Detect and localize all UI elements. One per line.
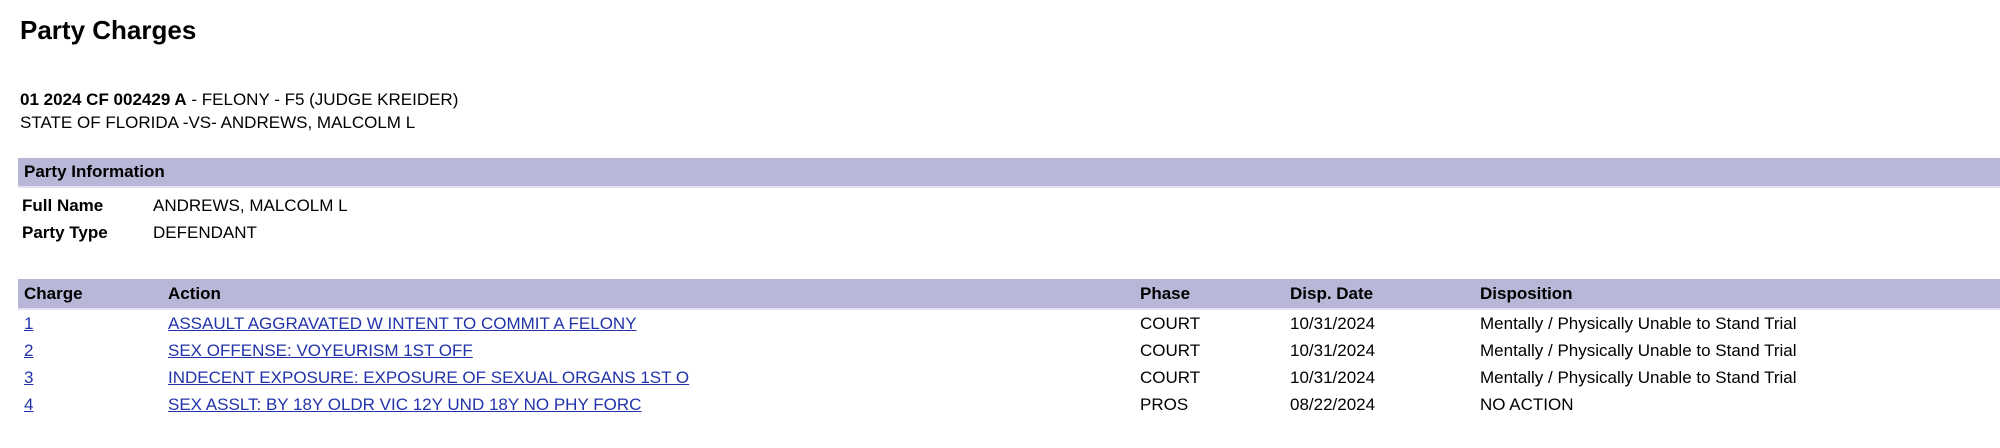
full-name-value: ANDREWS, MALCOLM L bbox=[153, 196, 348, 215]
column-header-charge: Charge bbox=[18, 279, 168, 310]
action-link[interactable]: INDECENT EXPOSURE: EXPOSURE OF SEXUAL OR… bbox=[168, 368, 690, 387]
action-cell: SEX OFFENSE: VOYEURISM 1ST OFF bbox=[168, 337, 1140, 364]
charge-number-link[interactable]: 1 bbox=[24, 314, 34, 333]
action-cell: SEX ASSLT: BY 18Y OLDR VIC 12Y UND 18Y N… bbox=[168, 391, 1140, 418]
party-type-value: DEFENDANT bbox=[153, 223, 257, 242]
phase-cell: COURT bbox=[1140, 314, 1201, 333]
action-link[interactable]: ASSAULT AGGRAVATED W INTENT TO COMMIT A … bbox=[168, 314, 637, 333]
charges-table-header-row: Charge Action Phase Disp. Date Dispositi… bbox=[18, 279, 2000, 310]
party-type-label: Party Type bbox=[22, 223, 108, 242]
charge-number-link[interactable]: 4 bbox=[24, 395, 34, 414]
charge-number-link[interactable]: 2 bbox=[24, 341, 34, 360]
field-row-full-name: Full Name ANDREWS, MALCOLM L bbox=[22, 192, 2000, 219]
action-cell: ASSAULT AGGRAVATED W INTENT TO COMMIT A … bbox=[168, 309, 1140, 337]
column-header-phase: Phase bbox=[1140, 279, 1290, 310]
disp-date-cell: 10/31/2024 bbox=[1290, 368, 1376, 387]
phase-cell: COURT bbox=[1140, 368, 1201, 387]
field-row-party-type: Party Type DEFENDANT bbox=[22, 219, 2000, 246]
party-information-fields: Full Name ANDREWS, MALCOLM L Party Type … bbox=[22, 192, 2000, 246]
action-link[interactable]: SEX OFFENSE: VOYEURISM 1ST OFF bbox=[168, 341, 473, 360]
disposition-cell: Mentally / Physically Unable to Stand Tr… bbox=[1480, 341, 1797, 360]
column-header-disp-date: Disp. Date bbox=[1290, 279, 1480, 310]
column-header-action: Action bbox=[168, 279, 1140, 310]
case-descriptor: - FELONY - F5 (JUDGE KREIDER) bbox=[186, 90, 459, 109]
case-number: 01 2024 CF 002429 A bbox=[20, 90, 187, 109]
table-row: 4 SEX ASSLT: BY 18Y OLDR VIC 12Y UND 18Y… bbox=[18, 391, 2000, 418]
charge-number-cell: 1 bbox=[18, 309, 168, 337]
charges-table: Charge Action Phase Disp. Date Dispositi… bbox=[18, 279, 2000, 418]
table-row: 3 INDECENT EXPOSURE: EXPOSURE OF SEXUAL … bbox=[18, 364, 2000, 391]
charge-number-cell: 3 bbox=[18, 364, 168, 391]
action-link[interactable]: SEX ASSLT: BY 18Y OLDR VIC 12Y UND 18Y N… bbox=[168, 395, 642, 414]
disp-date-cell: 08/22/2024 bbox=[1290, 395, 1376, 414]
phase-cell: PROS bbox=[1140, 395, 1189, 414]
charge-number-cell: 2 bbox=[18, 337, 168, 364]
column-header-disposition: Disposition bbox=[1480, 279, 2000, 310]
case-header: 01 2024 CF 002429 A - FELONY - F5 (JUDGE… bbox=[20, 88, 2000, 134]
disposition-cell: Mentally / Physically Unable to Stand Tr… bbox=[1480, 314, 1797, 333]
phase-cell: COURT bbox=[1140, 341, 1201, 360]
case-title-line: 01 2024 CF 002429 A - FELONY - F5 (JUDGE… bbox=[20, 88, 2000, 111]
table-row: 2 SEX OFFENSE: VOYEURISM 1ST OFF COURT 1… bbox=[18, 337, 2000, 364]
disp-date-cell: 10/31/2024 bbox=[1290, 314, 1376, 333]
full-name-label: Full Name bbox=[22, 196, 104, 215]
page-title: Party Charges bbox=[20, 15, 197, 45]
disposition-cell: NO ACTION bbox=[1480, 395, 1574, 414]
action-cell: INDECENT EXPOSURE: EXPOSURE OF SEXUAL OR… bbox=[168, 364, 1140, 391]
table-row: 1 ASSAULT AGGRAVATED W INTENT TO COMMIT … bbox=[18, 309, 2000, 337]
disposition-cell: Mentally / Physically Unable to Stand Tr… bbox=[1480, 368, 1797, 387]
party-information-section-header: Party Information bbox=[18, 158, 2000, 188]
charge-number-cell: 4 bbox=[18, 391, 168, 418]
charge-number-link[interactable]: 3 bbox=[24, 368, 34, 387]
case-style: STATE OF FLORIDA -VS- ANDREWS, MALCOLM L bbox=[20, 113, 416, 132]
disp-date-cell: 10/31/2024 bbox=[1290, 341, 1376, 360]
